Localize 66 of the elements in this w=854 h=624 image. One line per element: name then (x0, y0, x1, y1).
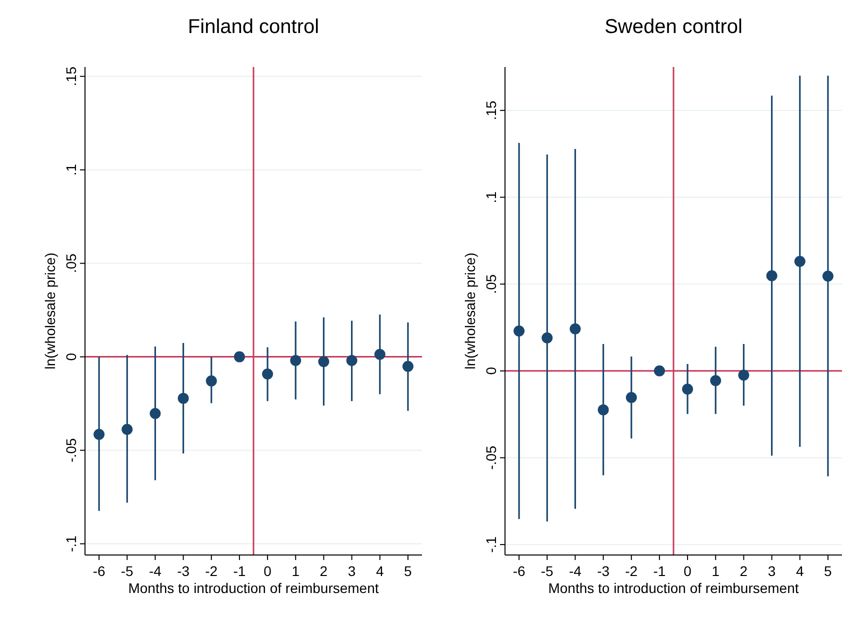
x-tick-label: 3 (348, 563, 356, 579)
point (178, 392, 189, 404)
x-axis-title: Months to introduction of reimbursement (128, 580, 379, 596)
point (150, 408, 161, 419)
y-tick-label: -.1 (483, 536, 499, 553)
x-tick-label: -6 (92, 563, 106, 579)
point (262, 368, 274, 380)
point (374, 348, 386, 360)
point (290, 355, 302, 366)
y-tick-label: .05 (63, 253, 79, 274)
y-tick-label: -.05 (483, 445, 499, 470)
x-tick-label: 4 (796, 563, 804, 579)
point (822, 270, 834, 282)
point (346, 355, 358, 366)
x-tick-label: -3 (177, 563, 190, 579)
x-tick-label: 1 (292, 563, 300, 579)
point (402, 360, 414, 372)
point (570, 323, 581, 334)
x-tick-label: 2 (740, 563, 748, 579)
x-tick-label: -1 (653, 563, 666, 579)
chart-title: Finland control (188, 16, 320, 38)
y-tick-label: .05 (483, 274, 499, 294)
x-tick-label: 0 (684, 563, 692, 579)
x-tick-label: -5 (120, 563, 134, 579)
point (794, 256, 806, 267)
y-tick-label: -.1 (63, 535, 79, 552)
y-tick-label: .1 (63, 164, 79, 176)
point (598, 404, 609, 416)
y-tick-label: .1 (483, 191, 499, 204)
x-tick-label: 4 (376, 563, 384, 579)
y-tick-label: .15 (483, 100, 499, 120)
y-axis-title: ln(wholesale price) (462, 252, 478, 370)
x-tick-label: 1 (712, 563, 720, 579)
y-tick-label: 0 (483, 366, 499, 375)
point (682, 384, 694, 395)
x-tick-label: -5 (540, 563, 554, 579)
x-tick-label: 2 (320, 563, 328, 579)
y-tick-label: .15 (63, 66, 79, 86)
x-tick-label: -4 (148, 563, 162, 579)
x-axis-title: Months to introduction of reimbursement (548, 580, 799, 596)
point (710, 375, 722, 386)
point (206, 375, 217, 386)
point (738, 370, 750, 381)
point (766, 270, 778, 282)
x-tick-label: 5 (404, 563, 412, 579)
x-tick-label: 3 (768, 563, 776, 579)
point (94, 428, 105, 440)
point (514, 325, 525, 336)
x-tick-label: -4 (568, 563, 582, 579)
y-tick-label: 0 (63, 352, 79, 361)
x-tick-label: -2 (205, 563, 218, 579)
point (234, 351, 245, 362)
x-tick-label: -3 (597, 563, 610, 579)
point (654, 365, 665, 376)
chart-title: Sweden control (604, 16, 742, 38)
point (542, 332, 553, 344)
point (626, 392, 637, 403)
point (122, 424, 133, 435)
point (318, 356, 330, 368)
x-tick-label: 0 (264, 563, 272, 579)
x-tick-label: -1 (233, 563, 246, 579)
x-tick-label: -2 (625, 563, 638, 579)
y-tick-label: -.05 (63, 438, 79, 462)
x-tick-label: -6 (512, 563, 526, 579)
y-axis-title: ln(wholesale price) (42, 252, 58, 370)
x-tick-label: 5 (824, 563, 832, 579)
